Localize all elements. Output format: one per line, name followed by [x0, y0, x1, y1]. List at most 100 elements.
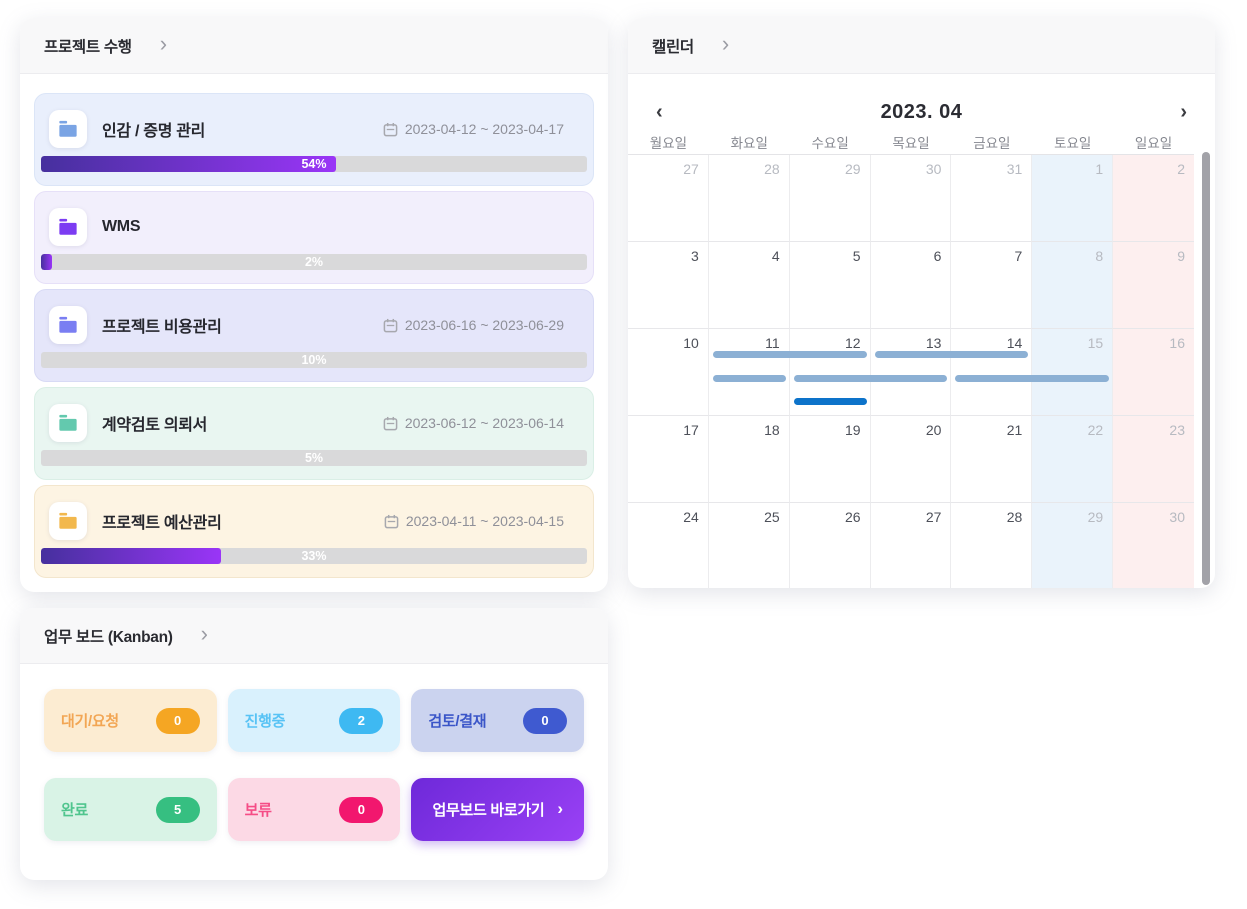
calendar-day-number: 26 — [844, 509, 861, 525]
calendar-day-number: 21 — [1006, 422, 1023, 438]
project-card[interactable]: WMS 2% — [34, 191, 594, 284]
project-progress-fill — [41, 548, 222, 564]
kanban-card-hold[interactable]: 보류 0 — [227, 778, 401, 841]
calendar-panel-title: 캘린더 — [652, 38, 694, 56]
project-title: 프로젝트 예산관리 — [102, 515, 222, 532]
folder-icon — [49, 404, 87, 442]
calendar-event-bar[interactable] — [874, 351, 1029, 358]
calendar-day-cell[interactable]: 6 — [870, 242, 952, 329]
kanban-grid: 대기/요청 0 진행중 2 검토/결재 0 완료 5 보류 0 업무보드 바로가기 › — [20, 664, 608, 841]
calendar-day-number: 13 — [925, 335, 942, 351]
calendar-day-cell[interactable]: 22 — [1032, 416, 1114, 503]
calendar-day-number: 4 — [771, 248, 780, 264]
folder-icon — [49, 502, 87, 540]
project-card[interactable]: 프로젝트 비용관리 2023-06-16 ~ 2023-06-29 10% — [34, 289, 594, 382]
calendar-date-icon — [383, 318, 398, 333]
calendar-day-cell[interactable]: 20 — [870, 416, 952, 503]
calendar-day-number: 30 — [1169, 509, 1185, 525]
calendar-day-number: 30 — [925, 161, 942, 177]
kanban-card-waiting[interactable]: 대기/요청 0 — [44, 689, 217, 752]
calendar-day-cell[interactable]: 31 — [951, 155, 1033, 242]
project-progress-label: 10% — [301, 353, 327, 367]
calendar-day-cell[interactable]: 28 — [708, 155, 790, 242]
calendar-day-cell[interactable]: 3 — [628, 242, 709, 329]
kanban-count-badge: 0 — [523, 707, 567, 734]
chevron-right-icon[interactable]: › — [159, 30, 168, 56]
project-progress-bar: 54% — [41, 156, 587, 172]
chevron-right-icon[interactable]: › — [200, 620, 208, 646]
calendar-day-cell[interactable]: 14 — [951, 329, 1033, 416]
calendar-day-cell[interactable]: 11 — [708, 329, 790, 416]
calendar-day-cell[interactable]: 30 — [870, 155, 952, 242]
calendar-day-number: 12 — [844, 335, 861, 351]
chevron-right-icon[interactable]: › — [721, 30, 730, 56]
calendar-panel-header[interactable]: 캘린더 › — [628, 18, 1215, 74]
project-title: WMS — [102, 218, 141, 235]
calendar-day-number: 1 — [1095, 161, 1104, 177]
calendar-day-cell[interactable]: 30 — [1113, 503, 1194, 588]
calendar-day-cell[interactable]: 13 — [870, 329, 952, 416]
calendar-day-cell[interactable]: 28 — [951, 503, 1033, 588]
kanban-card-done[interactable]: 완료 5 — [44, 778, 217, 841]
calendar-day-cell[interactable]: 27 — [628, 155, 709, 242]
calendar-day-cell[interactable]: 26 — [790, 503, 871, 588]
calendar-day-cell[interactable]: 29 — [1032, 503, 1114, 588]
project-card[interactable]: 프로젝트 예산관리 2023-04-11 ~ 2023-04-15 33% — [34, 485, 594, 578]
calendar-day-cell[interactable]: 15 — [1032, 329, 1114, 416]
calendar-event-bar[interactable] — [712, 351, 867, 358]
calendar-prev-month-button[interactable]: ‹ — [656, 101, 663, 123]
project-card[interactable]: 인감 / 증명 관리 2023-04-12 ~ 2023-04-17 54% — [34, 93, 594, 186]
calendar-day-cell[interactable]: 29 — [789, 155, 871, 242]
calendar-day-cell[interactable]: 9 — [1113, 242, 1194, 329]
kanban-card-label: 완료 — [61, 802, 89, 819]
calendar-day-cell[interactable]: 21 — [951, 416, 1033, 503]
calendar-day-name: 월요일 — [649, 136, 688, 151]
calendar-day-cell[interactable]: 23 — [1113, 416, 1194, 503]
kanban-board-link-button[interactable]: 업무보드 바로가기 › — [411, 778, 584, 841]
project-date-text: 2023-04-11 ~ 2023-04-15 — [405, 513, 564, 529]
calendar-day-number: 17 — [683, 422, 699, 438]
calendar-day-name: 목요일 — [892, 136, 930, 151]
calendar-day-cell[interactable]: 12 — [789, 329, 871, 416]
calendar-day-cell[interactable]: 7 — [951, 242, 1033, 329]
project-progress-bar: 10% — [41, 352, 587, 368]
project-progress-label: 5% — [304, 451, 324, 465]
calendar-day-cell[interactable]: 4 — [708, 242, 790, 329]
calendar-day-number: 22 — [1087, 422, 1104, 438]
calendar-day-cell[interactable]: 18 — [708, 416, 790, 503]
calendar-day-cell[interactable]: 17 — [628, 416, 709, 503]
projects-panel-header[interactable]: 프로젝트 수행 › — [20, 18, 608, 74]
calendar-day-cell[interactable]: 16 — [1113, 329, 1194, 416]
calendar-day-cell[interactable]: 5 — [789, 242, 871, 329]
folder-icon — [49, 208, 87, 246]
calendar-event-bar[interactable] — [793, 398, 867, 405]
calendar-next-month-button[interactable]: › — [1180, 101, 1187, 123]
project-card-row: 프로젝트 비용관리 2023-06-16 ~ 2023-06-29 — [49, 300, 580, 350]
project-card-row: 계약검토 의뢰서 2023-06-12 ~ 2023-06-14 — [49, 398, 580, 448]
project-card[interactable]: 계약검토 의뢰서 2023-06-12 ~ 2023-06-14 5% — [34, 387, 594, 480]
calendar-event-bar[interactable] — [955, 374, 1110, 382]
calendar-day-cell[interactable]: 19 — [789, 416, 871, 503]
kanban-panel-header[interactable]: 업무 보드 (Kanban) › — [20, 608, 608, 664]
calendar-event-bar[interactable] — [712, 374, 786, 382]
projects-panel-title: 프로젝트 수행 — [44, 38, 132, 56]
calendar-day-cell[interactable]: 25 — [709, 503, 790, 588]
calendar-day-number: 31 — [1006, 161, 1023, 177]
kanban-card-review[interactable]: 검토/결재 0 — [411, 689, 584, 752]
calendar-day-cell[interactable]: 1 — [1032, 155, 1114, 242]
calendar-event-bar[interactable] — [793, 374, 948, 382]
calendar-date-icon — [384, 514, 399, 529]
calendar-grid: 27 28 29 30 31 1 2 3 4 5 6 7 8 9 10 11 12 13 14 15 16 17 18 19 2… — [628, 155, 1194, 588]
calendar-day-cell[interactable]: 10 — [628, 329, 709, 416]
project-card-row: WMS — [49, 202, 580, 252]
folder-icon — [49, 110, 87, 148]
calendar-day-cell[interactable]: 24 — [628, 503, 709, 588]
calendar-day-cell[interactable]: 8 — [1032, 242, 1114, 329]
calendar-scrollbar[interactable] — [1202, 152, 1210, 585]
project-progress-bar: 2% — [41, 254, 587, 270]
calendar-day-number: 28 — [1006, 509, 1023, 525]
calendar-day-number: 19 — [844, 422, 861, 438]
calendar-day-cell[interactable]: 2 — [1113, 155, 1194, 242]
kanban-card-inprogress[interactable]: 진행중 2 — [227, 689, 401, 752]
calendar-day-cell[interactable]: 27 — [871, 503, 952, 588]
